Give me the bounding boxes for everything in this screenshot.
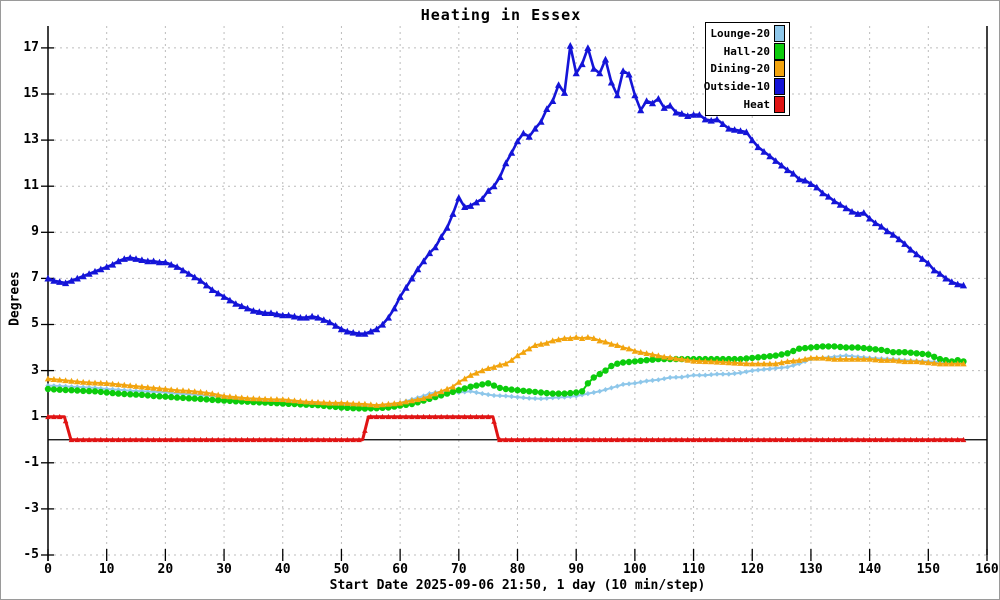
y-tick-label: 5 bbox=[31, 316, 39, 332]
x-tick-label: 10 bbox=[98, 562, 115, 577]
x-tick-label: 130 bbox=[799, 562, 823, 577]
y-tick-label: 3 bbox=[31, 362, 39, 378]
legend-label: Heat bbox=[743, 98, 771, 112]
legend-item: Lounge-20 bbox=[706, 24, 789, 42]
legend-item: Heat bbox=[706, 96, 789, 114]
legend-swatch-Dining-20 bbox=[774, 60, 785, 78]
series-line-Outside-10 bbox=[47, 44, 964, 335]
x-tick-label: 90 bbox=[568, 562, 585, 577]
x-tick-label: 60 bbox=[392, 562, 408, 577]
y-tick-label: 9 bbox=[31, 224, 39, 240]
legend-item: Hall-20 bbox=[706, 42, 789, 60]
legend-label: Hall-20 bbox=[723, 44, 770, 58]
x-tick-label: 120 bbox=[740, 562, 764, 577]
y-tick-label: 11 bbox=[23, 178, 39, 194]
series-markers-Hall-20 bbox=[44, 343, 967, 412]
x-tick-label: 80 bbox=[509, 562, 526, 577]
legend-item: Dining-20 bbox=[706, 60, 789, 78]
y-tick-label: -5 bbox=[23, 547, 39, 562]
series-markers-Heat bbox=[45, 413, 967, 443]
legend-label: Dining-20 bbox=[710, 62, 770, 76]
x-tick-label: 40 bbox=[274, 562, 291, 577]
y-tick-label: 15 bbox=[23, 85, 39, 101]
series-markers-Lounge-20 bbox=[45, 353, 967, 408]
legend-item: Outside-10 bbox=[703, 78, 789, 96]
y-tick-label: 7 bbox=[31, 270, 39, 286]
legend-swatch-Outside-10 bbox=[774, 78, 785, 96]
y-tick-label: -3 bbox=[23, 500, 39, 516]
chart-title: Heating in Essex bbox=[420, 6, 582, 24]
legend-label: Lounge-20 bbox=[710, 26, 770, 40]
x-tick-label: 50 bbox=[333, 562, 350, 577]
x-tick-label: 0 bbox=[44, 562, 52, 577]
x-axis-label: Start Date 2025-09-06 21:50, 1 day (10 m… bbox=[329, 578, 706, 593]
x-tick-label: 160 bbox=[975, 562, 999, 577]
x-tick-label: 140 bbox=[857, 562, 882, 577]
x-tick-label: 30 bbox=[216, 562, 232, 577]
x-tick-label: 110 bbox=[681, 562, 706, 577]
y-tick-label: 13 bbox=[23, 132, 39, 148]
y-tick-label: 17 bbox=[23, 39, 39, 55]
series-line-Heat bbox=[48, 415, 964, 442]
x-tick-label: 100 bbox=[623, 562, 647, 577]
y-tick-label: 1 bbox=[31, 408, 39, 424]
x-tick-label: 70 bbox=[450, 562, 467, 577]
y-tick-label: -1 bbox=[23, 454, 39, 470]
legend: Lounge-20 Hall-20 Dining-20 Outside-10 Heat bbox=[703, 22, 790, 116]
legend-label: Outside-10 bbox=[703, 80, 770, 94]
x-tick-label: 20 bbox=[157, 562, 174, 577]
legend-swatch-Heat bbox=[774, 96, 785, 114]
legend-swatch-Lounge-20 bbox=[774, 24, 785, 42]
y-axis-label: Degrees bbox=[7, 271, 23, 326]
x-tick-label: 150 bbox=[916, 562, 941, 577]
series-markers-Outside-10 bbox=[44, 42, 968, 337]
legend-swatch-Hall-20 bbox=[774, 42, 785, 60]
